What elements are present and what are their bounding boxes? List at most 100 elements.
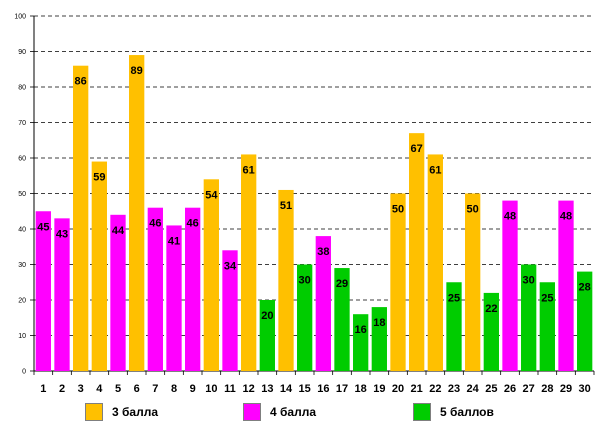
bar-14 [278,189,294,371]
data-label-6: 89 [131,65,143,77]
x-tick-label-21: 21 [411,383,423,395]
x-tick-label-24: 24 [467,383,480,395]
x-tick-label-16: 16 [317,383,329,395]
y-tick-label: 90 [18,49,26,56]
x-tick-label-20: 20 [392,383,404,395]
bar-18 [353,314,369,371]
x-tick-label-7: 7 [152,383,158,395]
bar-6 [129,55,145,372]
x-tick-label-11: 11 [224,383,236,395]
bars [35,55,593,372]
x-tick-label-9: 9 [190,383,196,395]
bar-7 [147,207,163,371]
bar-16 [315,236,331,371]
bar-4 [91,161,107,371]
data-labels: 45 43 86 59 44 89 46 41 46 54 34 61 20 51 30 38 29 16 18 50… [37,65,591,336]
x-tick-label-27: 27 [523,383,535,395]
data-label-26: 48 [504,211,516,223]
legend-swatch-3 [85,403,103,421]
legend-item-4: 4 балла [243,403,316,421]
data-label-17: 29 [336,278,348,290]
x-tick-label-15: 15 [299,383,311,395]
legend-item-3: 3 балла [85,403,158,421]
x-tick-label-22: 22 [429,383,441,395]
bar-24 [465,193,481,371]
x-tick-label-8: 8 [171,383,177,395]
data-label-18: 16 [355,324,367,336]
y-tick-label: 100 [14,14,26,21]
y-tick-label: 20 [18,298,26,305]
bar-19 [371,307,387,371]
x-tick-label-10: 10 [205,383,217,395]
x-tick-label-4: 4 [96,383,103,395]
y-tick-label: 30 [18,262,26,269]
x-tick-label-17: 17 [336,383,348,395]
y-tick-labels: 0 10 20 30 40 50 60 70 80 90 100 [14,14,26,376]
bar-30 [577,271,593,371]
x-tick-label-13: 13 [261,383,273,395]
x-tick-label-26: 26 [504,383,516,395]
x-tick-label-1: 1 [40,383,46,395]
x-tick-label-12: 12 [243,383,255,395]
bar-3 [73,65,89,371]
y-tick-label: 60 [18,156,26,163]
y-tick-label: 40 [18,227,26,234]
data-label-12: 61 [243,164,255,176]
bar-27 [521,264,537,371]
data-label-23: 25 [448,292,460,304]
data-label-25: 22 [485,303,497,315]
data-label-13: 20 [261,310,273,322]
data-label-20: 50 [392,204,404,216]
bar-13 [259,300,275,371]
data-label-11: 34 [224,260,237,272]
data-label-5: 44 [112,225,125,237]
bar-26 [502,200,518,371]
x-tick-label-18: 18 [355,383,367,395]
data-label-2: 43 [56,228,68,240]
data-label-3: 86 [75,76,87,88]
bar-29 [558,200,574,371]
legend-label-5: 5 баллов [440,405,494,419]
data-label-22: 61 [429,164,441,176]
y-tick-label: 70 [18,120,26,127]
bar-15 [297,264,313,371]
bar-5 [110,214,126,371]
bar-23 [446,282,462,371]
data-label-30: 28 [579,282,591,294]
x-tick-label-3: 3 [78,383,84,395]
x-tick-label-2: 2 [59,383,65,395]
y-tick-label: 0 [22,369,26,376]
x-tick-label-14: 14 [280,383,293,395]
legend-label-3: 3 балла [112,405,159,419]
legend-label-4: 4 балла [270,405,317,419]
data-label-21: 67 [411,143,423,155]
bar-17 [334,268,350,371]
legend-swatch-5 [413,403,431,421]
legend-item-5: 5 баллов [413,403,494,421]
data-label-8: 41 [168,235,180,247]
bar-2 [54,218,70,371]
data-label-19: 18 [373,317,385,329]
x-tick-label-30: 30 [579,383,591,395]
bar-28 [539,282,555,371]
bar-20 [390,193,406,371]
x-tick-labels: 1 2 3 4 5 6 7 8 9 10 11 12 13 14 15 16 17 18 19 20 21 22 23 24 2… [40,383,591,395]
y-tick-label: 50 [18,191,26,198]
bar-11 [222,250,238,371]
bar-12 [241,154,257,371]
x-tick-label-23: 23 [448,383,460,395]
bar-9 [185,207,201,371]
y-tick-label: 80 [18,85,26,92]
bar-8 [166,225,182,371]
data-label-4: 59 [93,172,105,184]
bar-22 [427,154,443,371]
data-label-29: 48 [560,211,572,223]
legend-swatch-4 [243,403,261,421]
axes [30,15,595,375]
data-label-7: 46 [149,218,161,230]
data-label-28: 25 [541,292,553,304]
data-label-14: 51 [280,200,292,212]
x-tick-label-28: 28 [541,383,553,395]
x-tick-label-5: 5 [115,383,121,395]
